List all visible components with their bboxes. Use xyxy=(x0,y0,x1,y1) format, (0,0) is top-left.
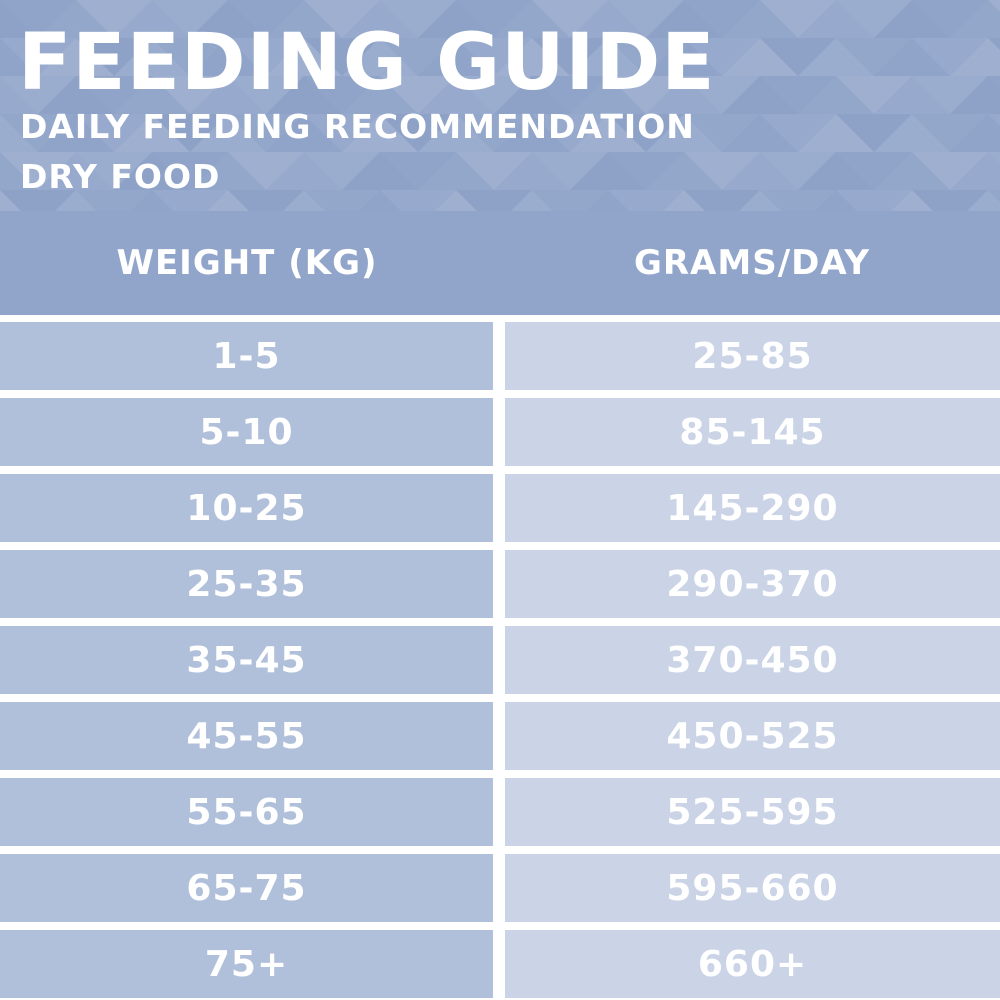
weight-cell: 45-55 xyxy=(0,702,493,770)
table-header: WEIGHT (KG) GRAMS/DAY xyxy=(0,211,1000,315)
table-row: 10-25 145-290 xyxy=(0,474,1000,542)
table-row: 5-10 85-145 xyxy=(0,398,1000,466)
food-type-label: DRY FOOD xyxy=(20,157,221,196)
triangle-pattern-background xyxy=(0,0,1000,211)
grams-cell: 85-145 xyxy=(505,398,1000,466)
table-row: 55-65 525-595 xyxy=(0,778,1000,846)
table-row: 45-55 450-525 xyxy=(0,702,1000,770)
table-row: 75+ 660+ xyxy=(0,930,1000,998)
grams-cell: 525-595 xyxy=(505,778,1000,846)
page-subtitle: DAILY FEEDING RECOMMENDATION xyxy=(20,107,695,146)
weight-cell: 55-65 xyxy=(0,778,493,846)
grams-cell: 370-450 xyxy=(505,626,1000,694)
weight-column-header: WEIGHT (KG) xyxy=(116,243,378,283)
grams-column-header: GRAMS/DAY xyxy=(633,243,871,283)
weight-cell: 1-5 xyxy=(0,322,493,390)
grams-cell: 25-85 xyxy=(505,322,1000,390)
page-title: FEEDING GUIDE xyxy=(18,18,716,108)
table-row: 65-75 595-660 xyxy=(0,854,1000,922)
title-banner: FEEDING GUIDE DAILY FEEDING RECOMMENDATI… xyxy=(0,0,1000,211)
grams-cell: 660+ xyxy=(505,930,1000,998)
table-row: 35-45 370-450 xyxy=(0,626,1000,694)
grams-cell: 290-370 xyxy=(505,550,1000,618)
weight-cell: 5-10 xyxy=(0,398,493,466)
weight-cell: 65-75 xyxy=(0,854,493,922)
table-row: 1-5 25-85 xyxy=(0,322,1000,390)
weight-cell: 35-45 xyxy=(0,626,493,694)
table-row: 25-35 290-370 xyxy=(0,550,1000,618)
grams-cell: 450-525 xyxy=(505,702,1000,770)
weight-cell: 25-35 xyxy=(0,550,493,618)
grams-cell: 595-660 xyxy=(505,854,1000,922)
grams-cell: 145-290 xyxy=(505,474,1000,542)
weight-cell: 75+ xyxy=(0,930,493,998)
weight-cell: 10-25 xyxy=(0,474,493,542)
